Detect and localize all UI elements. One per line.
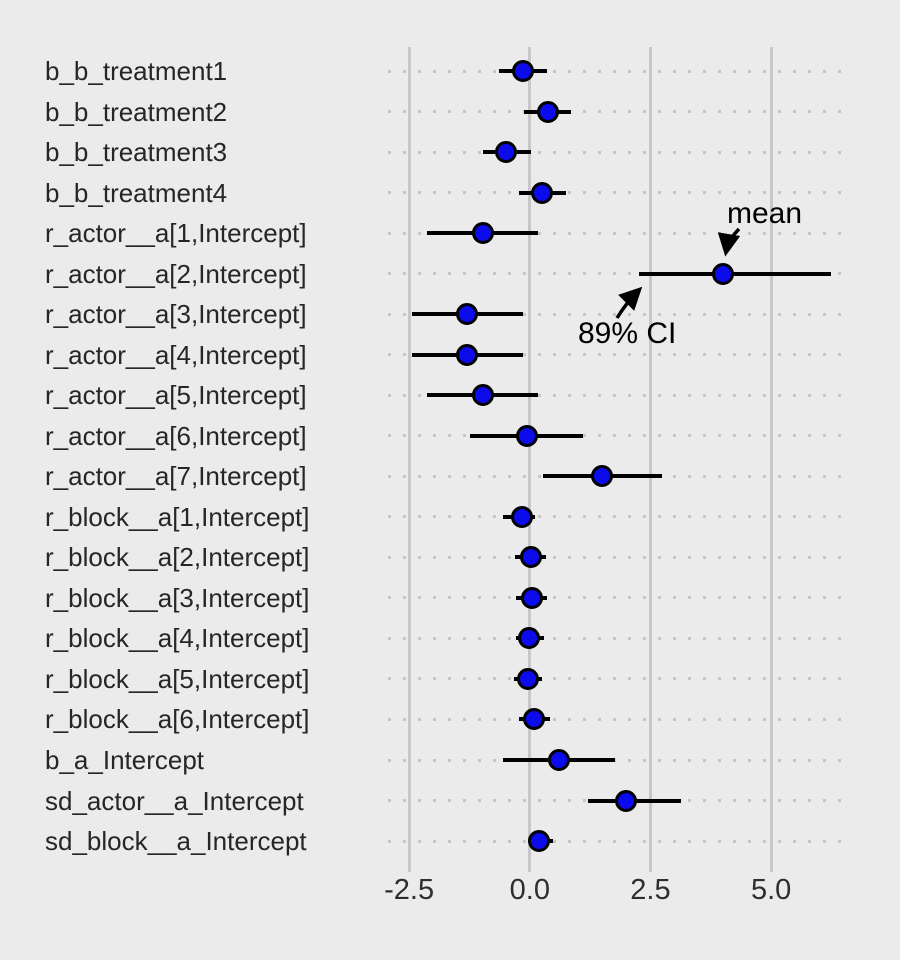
posterior-mean-point	[516, 424, 539, 447]
row-guide-dotted-line	[388, 596, 843, 600]
x-tick-mark	[528, 863, 532, 872]
x-tick-label: -2.5	[384, 874, 435, 906]
param-label: b_b_treatment3	[45, 137, 228, 168]
param-label: r_actor__a[3,Intercept]	[45, 299, 307, 330]
x-tick-label: 2.5	[630, 874, 671, 906]
row-guide-dotted-line	[388, 717, 843, 721]
row-guide-dotted-line	[388, 839, 843, 843]
param-label: r_actor__a[2,Intercept]	[45, 258, 307, 289]
posterior-mean-point	[520, 586, 543, 609]
param-label: b_a_Intercept	[45, 745, 205, 775]
row-guide-dotted-line	[388, 555, 843, 559]
param-label: r_actor__a[7,Intercept]	[45, 461, 307, 492]
row-guide-dotted-line	[388, 515, 843, 519]
x-gridline	[648, 47, 652, 863]
param-label: b_b_treatment1	[45, 56, 228, 86]
param-label: r_actor__a[5,Intercept]	[45, 380, 307, 411]
param-label: r_block__a[2,Intercept]	[45, 542, 310, 573]
x-tick-label: 5.0	[750, 874, 792, 906]
posterior-mean-point	[518, 627, 541, 650]
row-guide-dotted-line	[388, 191, 843, 195]
posterior-mean-point	[531, 181, 554, 204]
x-tick-mark	[407, 863, 411, 872]
posterior-mean-point	[711, 262, 734, 285]
param-label: r_actor__a[6,Intercept]	[45, 420, 307, 451]
row-guide-dotted-line	[388, 434, 843, 438]
posterior-mean-point	[456, 343, 479, 366]
param-label: r_actor__a[4,Intercept]	[45, 339, 307, 370]
param-label: r_block__a[4,Intercept]	[45, 623, 310, 654]
ci-annotation: 89% CI	[578, 317, 677, 350]
posterior-mean-point	[614, 789, 637, 812]
param-label: r_block__a[6,Intercept]	[45, 704, 310, 735]
param-label: sd_block__a_Intercept	[45, 826, 307, 857]
posterior-mean-point	[590, 465, 613, 488]
param-label: sd_actor__a_Intercept	[45, 785, 304, 816]
row-guide-dotted-line	[388, 312, 843, 316]
param-label: r_block__a[5,Intercept]	[45, 663, 310, 694]
posterior-mean-point	[536, 100, 559, 123]
row-guide-dotted-line	[388, 353, 843, 357]
posterior-mean-point	[516, 667, 539, 690]
posterior-mean-point	[511, 505, 534, 528]
row-guide-dotted-line	[388, 110, 843, 114]
posterior-mean-point	[519, 546, 542, 569]
posterior-mean-point	[523, 708, 546, 731]
posterior-mean-point	[471, 222, 494, 245]
param-label: b_b_treatment4	[45, 177, 228, 208]
mean-annotation: mean	[727, 197, 803, 230]
param-label: b_b_treatment2	[45, 96, 228, 127]
posterior-mean-point	[511, 60, 534, 82]
ci-interval-line	[638, 271, 831, 276]
row-guide-dotted-line	[388, 758, 843, 762]
row-guide-dotted-line	[388, 231, 843, 235]
x-gridline	[528, 47, 532, 863]
posterior-mean-point	[547, 749, 570, 771]
posterior-mean-point	[471, 384, 494, 407]
x-tick-mark	[648, 863, 652, 872]
param-label: r_actor__a[1,Intercept]	[45, 218, 307, 249]
posterior-mean-point	[527, 830, 550, 853]
row-guide-dotted-line	[388, 272, 843, 276]
param-label: r_block__a[1,Intercept]	[45, 501, 310, 532]
row-guide-dotted-line	[388, 636, 843, 640]
x-gridline	[769, 47, 773, 863]
row-guide-dotted-line	[388, 393, 843, 397]
x-tick-label: 0.0	[509, 874, 550, 906]
row-guide-dotted-line	[388, 677, 843, 681]
posterior-mean-point	[456, 303, 479, 326]
row-guide-dotted-line	[388, 69, 843, 73]
posterior-mean-point	[494, 141, 517, 164]
row-guide-dotted-line	[388, 150, 843, 154]
x-tick-mark	[769, 863, 773, 872]
x-gridline	[407, 47, 411, 863]
param-label: r_block__a[3,Intercept]	[45, 582, 310, 613]
